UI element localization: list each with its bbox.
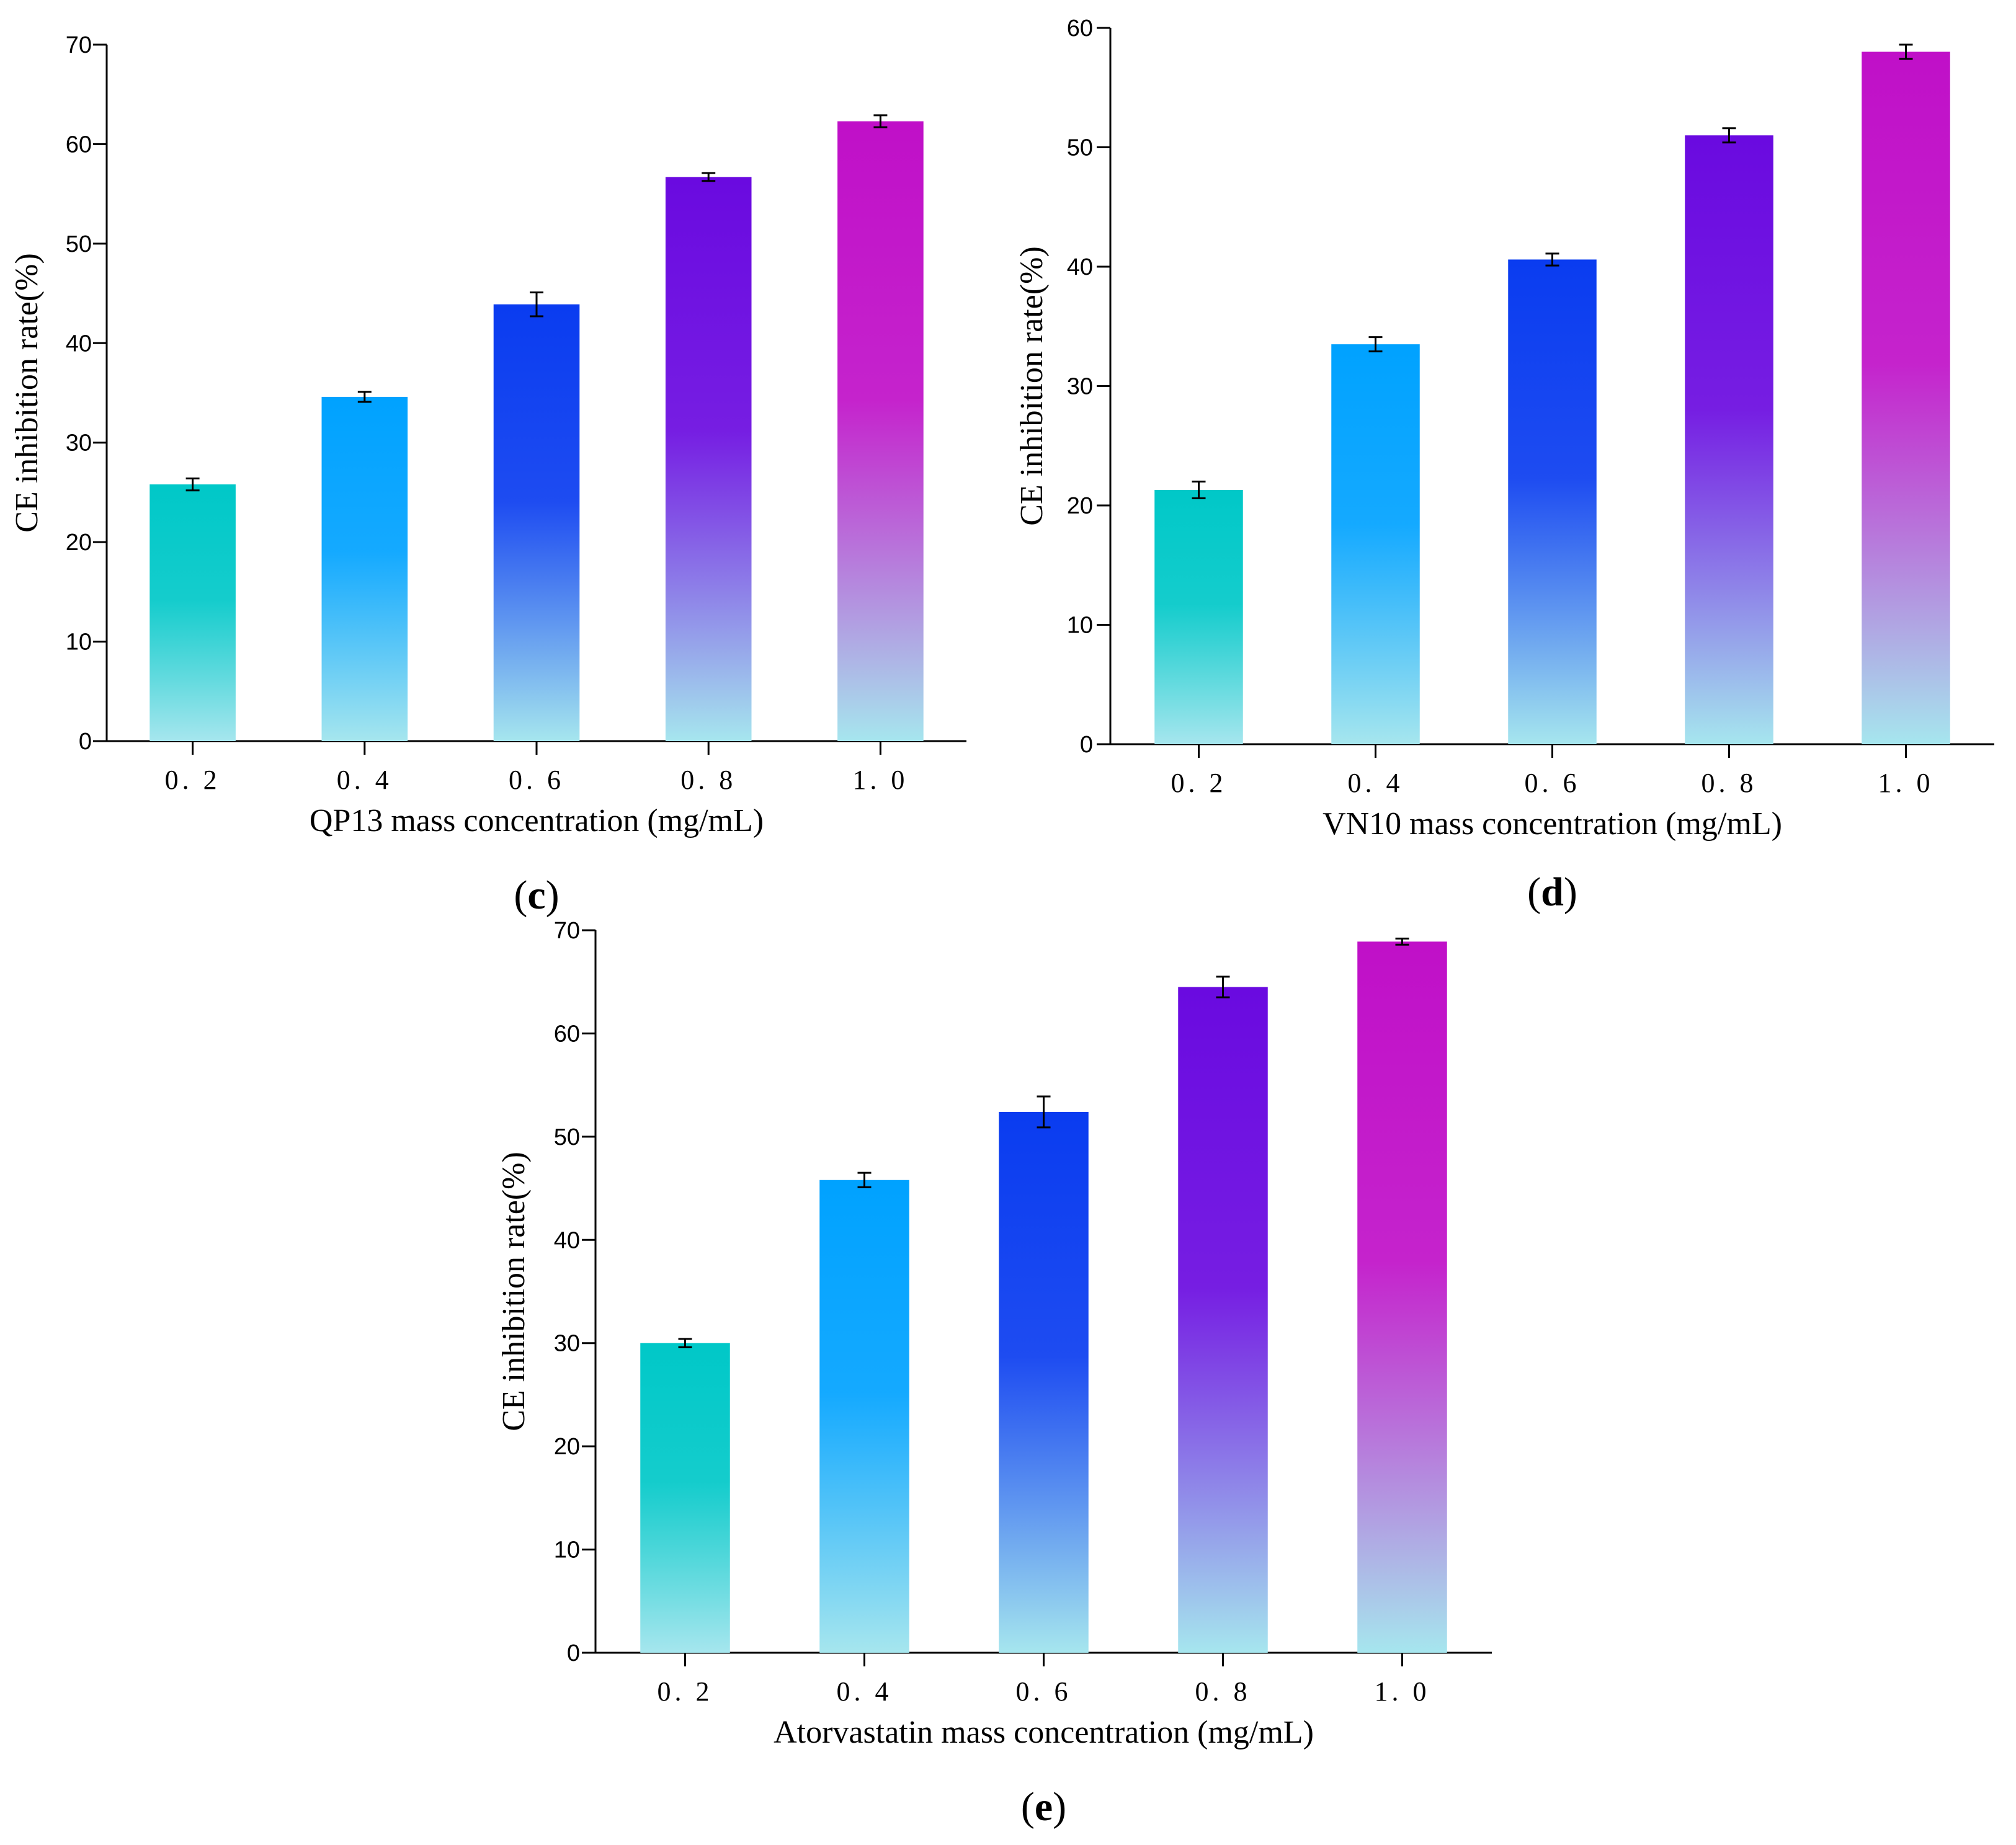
chart-panel-d: 0 10 20 30 40 50 60 0. 2 0. 4 0. 6 0. 8 1. 0 VN10 ma… xyxy=(1014,16,1994,915)
bar-c-3 xyxy=(493,304,580,741)
y-tick-label: 0 xyxy=(79,729,92,755)
y-tick-label: 60 xyxy=(66,131,92,158)
x-tick-label: 0. 6 xyxy=(1525,768,1581,798)
x-axis-title: QP13 mass concentration (mg/mL) xyxy=(310,803,764,838)
x-tick-label: 0. 2 xyxy=(165,765,221,795)
y-tick-label: 40 xyxy=(66,331,92,357)
bar-d-3 xyxy=(1508,259,1597,744)
y-tick-label: 20 xyxy=(66,530,92,556)
bar-c-1 xyxy=(149,484,236,741)
bar-c-5 xyxy=(837,121,924,741)
y-tick-label: 50 xyxy=(554,1124,580,1150)
bar-d-5 xyxy=(1862,51,1950,744)
bar-c-2 xyxy=(321,396,408,741)
y-tick-label: 70 xyxy=(66,32,92,58)
y-tick-label: 10 xyxy=(554,1537,580,1563)
y-tick-label: 20 xyxy=(554,1434,580,1460)
x-tick-label: 1. 0 xyxy=(852,765,908,795)
chart-panel-c: 0 10 20 30 40 50 60 70 0. 2 0. 4 0. 6 0. 8 1. 0 QP13 … xyxy=(9,32,966,918)
y-tick-label: 40 xyxy=(1067,254,1093,280)
y-tick-label: 30 xyxy=(554,1331,580,1357)
bar-e-3 xyxy=(999,1111,1089,1653)
x-tick-label: 0. 2 xyxy=(1171,768,1227,798)
y-tick-label: 70 xyxy=(554,918,580,944)
x-tick-label: 0. 4 xyxy=(337,765,393,795)
bar-e-2 xyxy=(819,1180,909,1653)
x-axis-title: VN10 mass concentration (mg/mL) xyxy=(1322,806,1782,842)
bar-e-1 xyxy=(640,1343,730,1653)
x-tick-label: 1. 0 xyxy=(1375,1676,1430,1707)
x-tick-label: 0. 6 xyxy=(509,765,564,795)
panel-label: (e) xyxy=(1021,1784,1066,1829)
x-tick-label: 1. 0 xyxy=(1878,768,1934,798)
bar-e-5 xyxy=(1357,941,1447,1653)
y-tick-label: 50 xyxy=(66,231,92,257)
panel-label: (d) xyxy=(1527,869,1577,915)
y-tick-label: 30 xyxy=(66,430,92,456)
y-tick-label: 0 xyxy=(567,1640,580,1666)
chart-panel-e: 0 10 20 30 40 50 60 70 0. 2 0. 4 0. 6 0. 8 1. 0 Atorv… xyxy=(496,918,1492,1829)
y-tick-label: 10 xyxy=(1067,613,1093,639)
y-axis-title: CE inhibition rate(%) xyxy=(9,253,45,533)
x-tick-label: 0. 6 xyxy=(1016,1676,1072,1707)
x-axis-title: Atorvastatin mass concentration (mg/mL) xyxy=(774,1715,1314,1750)
y-tick-label: 30 xyxy=(1067,374,1093,400)
bar-d-2 xyxy=(1331,344,1420,744)
y-tick-label: 60 xyxy=(1067,16,1093,42)
bar-c-4 xyxy=(665,177,752,741)
y-tick-label: 0 xyxy=(1080,732,1093,758)
y-axis-title: CE inhibition rate(%) xyxy=(496,1152,532,1431)
bar-d-4 xyxy=(1685,135,1773,744)
x-tick-label: 0. 8 xyxy=(1702,768,1757,798)
bar-d-1 xyxy=(1154,489,1243,744)
x-tick-label: 0. 8 xyxy=(1195,1676,1251,1707)
x-tick-label: 0. 4 xyxy=(1348,768,1404,798)
x-tick-label: 0. 4 xyxy=(837,1676,893,1707)
y-tick-label: 40 xyxy=(554,1227,580,1253)
y-axis-title: CE inhibition rate(%) xyxy=(1014,246,1050,526)
y-tick-label: 20 xyxy=(1067,493,1093,519)
x-tick-label: 0. 2 xyxy=(658,1676,713,1707)
bar-e-4 xyxy=(1178,987,1268,1653)
y-tick-label: 10 xyxy=(66,629,92,656)
y-tick-label: 60 xyxy=(554,1021,580,1047)
x-tick-label: 0. 8 xyxy=(680,765,736,795)
panel-label: (c) xyxy=(514,873,559,918)
y-tick-label: 50 xyxy=(1067,135,1093,161)
